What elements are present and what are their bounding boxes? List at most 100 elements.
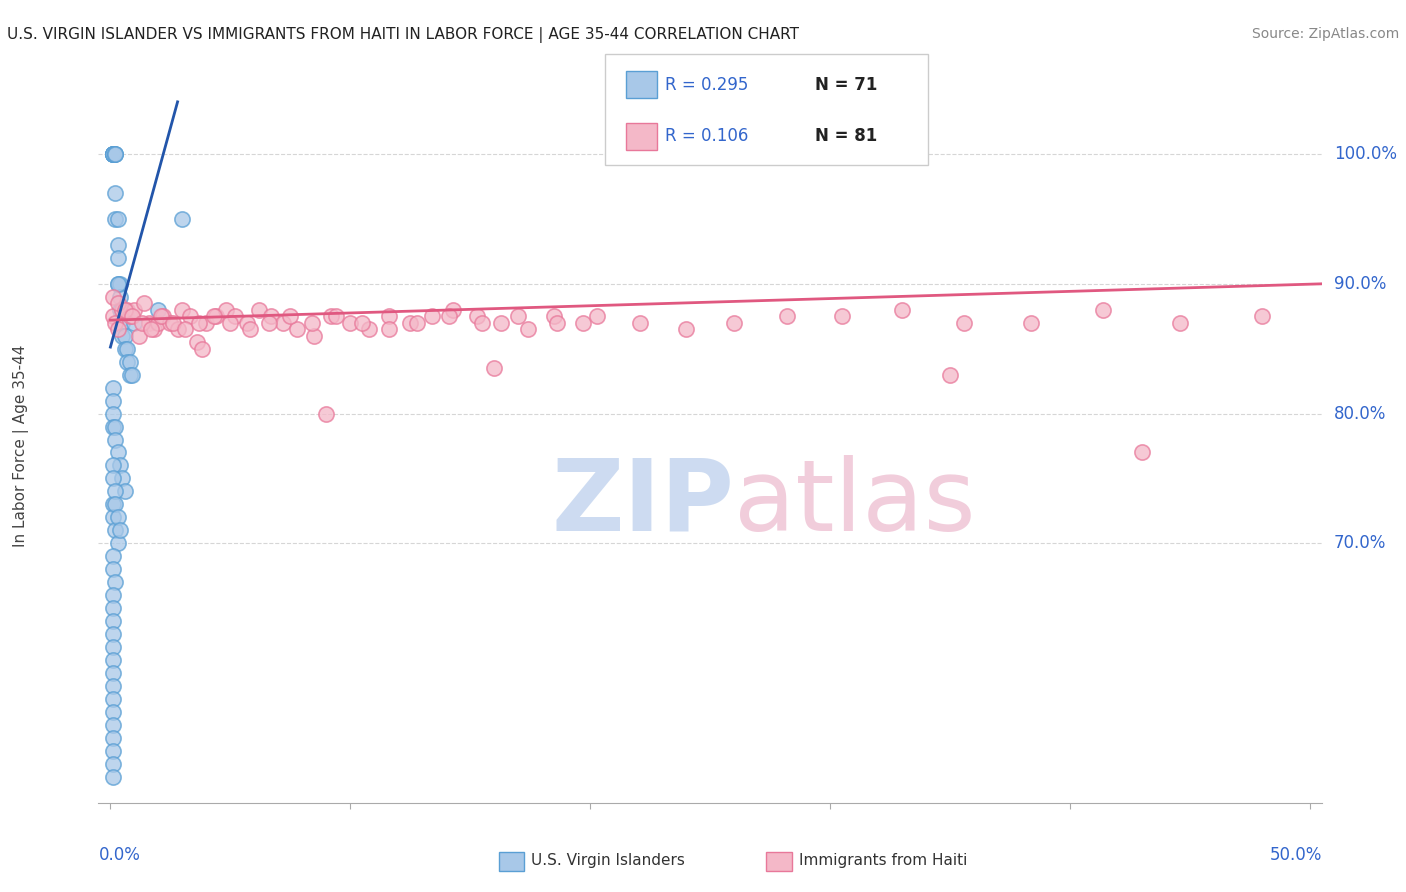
Point <box>101 770 124 784</box>
Point <box>224 310 246 324</box>
Point <box>1130 445 1153 459</box>
Point <box>101 549 124 564</box>
Point <box>132 296 155 310</box>
Point <box>138 316 160 330</box>
Point <box>101 731 124 745</box>
Point <box>101 497 124 511</box>
Point <box>101 666 124 681</box>
Point <box>159 316 181 330</box>
Text: 70.0%: 70.0% <box>1334 534 1386 552</box>
Point <box>101 407 124 421</box>
Text: N = 71: N = 71 <box>815 76 877 94</box>
Point <box>675 322 697 336</box>
Point <box>467 310 489 324</box>
Point <box>108 290 131 304</box>
Point <box>359 322 381 336</box>
Point <box>107 445 129 459</box>
Point <box>101 147 124 161</box>
Point <box>101 705 124 719</box>
Point <box>107 536 129 550</box>
Text: 50.0%: 50.0% <box>1270 846 1322 863</box>
Point <box>115 342 138 356</box>
Point <box>101 393 124 408</box>
Point <box>104 147 127 161</box>
Point <box>107 251 129 265</box>
Point <box>287 322 309 336</box>
Point <box>101 147 124 161</box>
Point <box>107 238 129 252</box>
Point <box>104 575 127 590</box>
Point <box>114 484 136 499</box>
Point <box>482 361 505 376</box>
Point <box>101 471 124 485</box>
Point <box>1168 316 1191 330</box>
Point <box>124 316 146 330</box>
Point <box>301 316 323 330</box>
Point <box>190 342 212 356</box>
Point <box>630 316 652 330</box>
Point <box>148 302 170 317</box>
Point <box>141 322 163 336</box>
Point <box>101 147 124 161</box>
Point <box>131 316 153 330</box>
Point <box>114 328 136 343</box>
Point <box>101 147 124 161</box>
Text: Source: ZipAtlas.com: Source: ZipAtlas.com <box>1251 27 1399 41</box>
Point <box>723 316 745 330</box>
Point <box>101 692 124 706</box>
Point <box>101 744 124 758</box>
Point <box>399 316 422 330</box>
Point <box>325 310 347 324</box>
Point <box>186 335 208 350</box>
Point <box>776 310 799 324</box>
Point <box>179 310 201 324</box>
Text: In Labor Force | Age 35-44: In Labor Force | Age 35-44 <box>13 345 30 547</box>
Point <box>319 310 342 324</box>
Point <box>101 679 124 693</box>
Point <box>377 322 399 336</box>
Point <box>101 310 124 324</box>
Point <box>101 653 124 667</box>
Point <box>101 419 124 434</box>
Point <box>108 277 131 291</box>
Point <box>101 627 124 641</box>
Point <box>260 310 283 324</box>
Point <box>111 302 134 317</box>
Point <box>437 310 460 324</box>
Point <box>114 342 136 356</box>
Point <box>1092 302 1115 317</box>
Point <box>546 316 568 330</box>
Point <box>516 322 538 336</box>
Point <box>101 614 124 628</box>
Point <box>107 277 129 291</box>
Point <box>162 316 184 330</box>
Point <box>149 310 172 324</box>
Text: U.S. VIRGIN ISLANDER VS IMMIGRANTS FROM HAITI IN LABOR FORCE | AGE 35-44 CORRELA: U.S. VIRGIN ISLANDER VS IMMIGRANTS FROM … <box>7 27 799 43</box>
Point <box>101 147 124 161</box>
Point <box>166 322 188 336</box>
Point <box>104 497 127 511</box>
Point <box>257 316 280 330</box>
Point <box>173 322 195 336</box>
Point <box>572 316 595 330</box>
Point <box>315 407 337 421</box>
Point <box>278 310 301 324</box>
Point <box>441 302 464 317</box>
Point <box>508 310 530 324</box>
Point <box>101 510 124 524</box>
Point <box>104 211 127 226</box>
Point <box>101 458 124 473</box>
Point <box>101 718 124 732</box>
Point <box>586 310 609 324</box>
Text: ZIP: ZIP <box>551 455 734 551</box>
Point <box>111 471 134 485</box>
Text: 80.0%: 80.0% <box>1334 405 1386 423</box>
Text: R = 0.295: R = 0.295 <box>665 76 748 94</box>
Point <box>107 510 129 524</box>
Text: 0.0%: 0.0% <box>98 846 141 863</box>
Point <box>352 316 374 330</box>
Point <box>101 147 124 161</box>
Point <box>304 328 326 343</box>
Point <box>890 302 912 317</box>
Point <box>247 302 270 317</box>
